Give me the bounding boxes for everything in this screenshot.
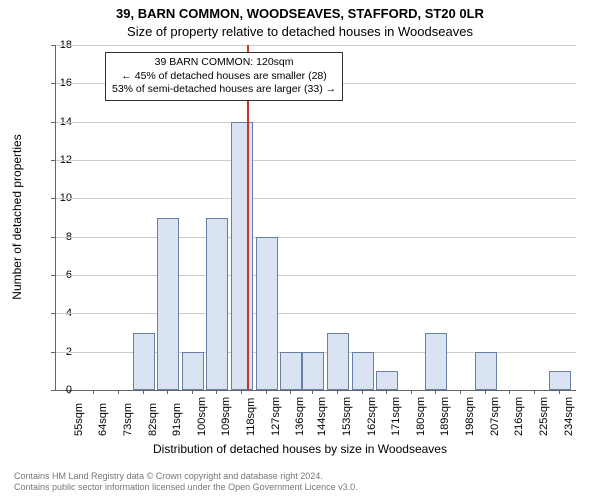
x-tick-label: 73sqm [122, 403, 134, 436]
x-tick-mark [435, 390, 436, 394]
x-tick-label: 171sqm [390, 397, 402, 436]
bar [182, 352, 204, 390]
bar [133, 333, 155, 391]
x-tick-mark [192, 390, 193, 394]
x-tick-mark [266, 390, 267, 394]
x-tick-mark [69, 390, 70, 394]
x-tick-mark [312, 390, 313, 394]
x-axis-label: Distribution of detached houses by size … [0, 442, 600, 456]
x-tick-mark [118, 390, 119, 394]
bar [425, 333, 447, 391]
gridline [56, 275, 576, 276]
x-tick-label: 234sqm [563, 397, 575, 436]
bar [549, 371, 571, 390]
footer-line2: Contains public sector information licen… [14, 482, 358, 494]
x-tick-label: 136sqm [294, 397, 306, 436]
x-tick-label: 198sqm [464, 397, 476, 436]
chart-container: 39, BARN COMMON, WOODSEAVES, STAFFORD, S… [0, 0, 600, 500]
title-sub: Size of property relative to detached ho… [0, 24, 600, 39]
x-tick-label: 144sqm [316, 397, 328, 436]
footer-attribution: Contains HM Land Registry data © Crown c… [14, 471, 358, 494]
x-tick-label: 91sqm [171, 403, 183, 436]
annotation-line1: 39 BARN COMMON: 120sqm [112, 56, 336, 70]
x-tick-mark [534, 390, 535, 394]
bar [302, 352, 324, 390]
x-tick-mark [337, 390, 338, 394]
x-tick-label: 153sqm [341, 397, 353, 436]
bar [280, 352, 302, 390]
bar [376, 371, 398, 390]
x-tick-mark [411, 390, 412, 394]
y-tick-mark [51, 390, 55, 391]
y-tick-mark [51, 45, 55, 46]
bar [231, 122, 253, 390]
x-tick-label: 109sqm [220, 397, 232, 436]
annotation-box: 39 BARN COMMON: 120sqm ← 45% of detached… [105, 52, 343, 101]
x-tick-label: 180sqm [415, 397, 427, 436]
x-tick-mark [143, 390, 144, 394]
gridline [56, 122, 576, 123]
x-tick-mark [93, 390, 94, 394]
footer-line1: Contains HM Land Registry data © Crown c… [14, 471, 358, 483]
y-tick-mark [51, 275, 55, 276]
y-tick-mark [51, 313, 55, 314]
gridline [56, 313, 576, 314]
annotation-line3: 53% of semi-detached houses are larger (… [112, 83, 336, 97]
x-tick-mark [290, 390, 291, 394]
x-tick-mark [216, 390, 217, 394]
gridline [56, 160, 576, 161]
y-tick-mark [51, 160, 55, 161]
x-tick-mark [241, 390, 242, 394]
x-tick-label: 127sqm [270, 397, 282, 436]
y-tick-mark [51, 83, 55, 84]
bar [157, 218, 179, 391]
y-tick-label: 0 [42, 384, 72, 396]
x-tick-mark [460, 390, 461, 394]
x-tick-label: 189sqm [439, 397, 451, 436]
x-tick-mark [167, 390, 168, 394]
x-tick-mark [485, 390, 486, 394]
x-tick-label: 64sqm [97, 403, 109, 436]
x-tick-label: 216sqm [513, 397, 525, 436]
x-tick-label: 82sqm [147, 403, 159, 436]
title-main: 39, BARN COMMON, WOODSEAVES, STAFFORD, S… [0, 6, 600, 21]
x-tick-label: 100sqm [196, 397, 208, 436]
bar [352, 352, 374, 390]
y-tick-mark [51, 198, 55, 199]
bar [256, 237, 278, 390]
bar [327, 333, 349, 391]
x-tick-label: 225sqm [538, 397, 550, 436]
y-tick-mark [51, 237, 55, 238]
x-tick-mark [509, 390, 510, 394]
gridline [56, 237, 576, 238]
bar [206, 218, 228, 391]
gridline [56, 45, 576, 46]
x-tick-label: 207sqm [489, 397, 501, 436]
x-tick-mark [559, 390, 560, 394]
annotation-line2: ← 45% of detached houses are smaller (28… [112, 70, 336, 84]
gridline [56, 198, 576, 199]
x-tick-label: 162sqm [366, 397, 378, 436]
x-tick-mark [386, 390, 387, 394]
x-tick-mark [362, 390, 363, 394]
x-tick-label: 55sqm [73, 403, 85, 436]
y-axis-label: Number of detached properties [10, 134, 24, 299]
x-tick-label: 118sqm [245, 398, 257, 436]
y-tick-mark [51, 122, 55, 123]
bar [475, 352, 497, 390]
y-tick-mark [51, 352, 55, 353]
